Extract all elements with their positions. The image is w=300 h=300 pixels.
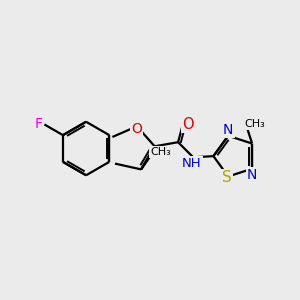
Text: F: F — [35, 117, 43, 131]
Text: CH₃: CH₃ — [150, 147, 171, 158]
Text: NH: NH — [182, 158, 202, 170]
Text: N: N — [223, 123, 233, 137]
Text: O: O — [131, 122, 142, 136]
Text: CH₃: CH₃ — [245, 119, 266, 129]
Text: N: N — [247, 168, 257, 182]
Text: O: O — [182, 117, 194, 132]
Text: S: S — [222, 170, 232, 185]
